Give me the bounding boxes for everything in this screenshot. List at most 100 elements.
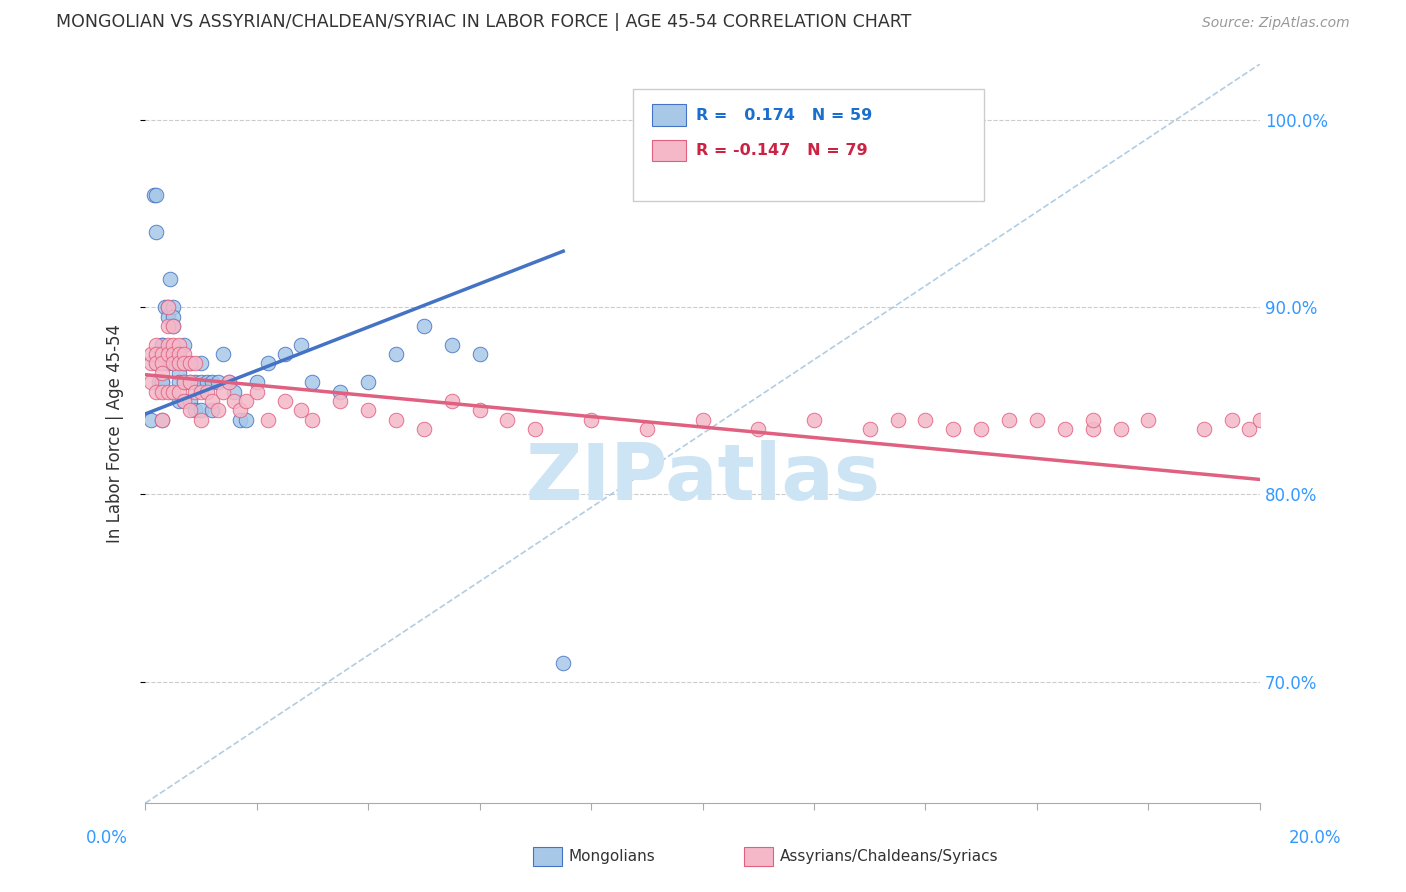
Point (145, 356, 167, 370)
Point (184, 356, 207, 370)
Point (139, 412, 162, 426)
Point (145, 356, 167, 370)
Point (747, 422, 769, 436)
Point (184, 375, 207, 389)
Point (201, 393, 224, 408)
Text: Mongolians: Mongolians (568, 849, 655, 864)
Point (579, 412, 602, 426)
Point (173, 337, 195, 351)
Point (385, 412, 408, 426)
Point (1237, 422, 1260, 436)
Point (150, 384, 173, 399)
Point (145, 347, 167, 361)
Point (150, 337, 173, 351)
Point (224, 384, 246, 399)
Point (190, 403, 212, 417)
Point (190, 356, 212, 370)
Point (229, 403, 252, 417)
Point (173, 347, 195, 361)
Point (195, 384, 218, 399)
Point (162, 301, 184, 315)
Text: Source: ZipAtlas.com: Source: ZipAtlas.com (1202, 16, 1350, 29)
Point (553, 656, 575, 670)
Point (357, 403, 380, 417)
Text: R = -0.147   N = 79: R = -0.147 N = 79 (696, 144, 868, 158)
Point (173, 393, 195, 408)
Point (224, 393, 246, 408)
Point (468, 403, 491, 417)
Point (212, 384, 235, 399)
Point (173, 393, 195, 408)
Point (184, 403, 207, 417)
Point (1081, 422, 1104, 436)
Point (156, 337, 179, 351)
Point (1192, 422, 1215, 436)
Point (440, 337, 463, 351)
Point (190, 412, 212, 426)
Point (145, 384, 167, 399)
Point (301, 375, 323, 389)
Point (273, 393, 295, 408)
Point (179, 393, 201, 408)
Point (440, 393, 463, 408)
Point (179, 356, 201, 370)
Point (156, 356, 179, 370)
Point (636, 422, 658, 436)
Point (496, 412, 519, 426)
Point (290, 403, 312, 417)
Point (156, 301, 179, 315)
Point (167, 347, 190, 361)
Point (173, 356, 195, 370)
Point (301, 412, 323, 426)
Point (150, 366, 173, 380)
Point (942, 422, 965, 436)
Point (229, 412, 252, 426)
Point (329, 393, 352, 408)
Point (167, 356, 190, 370)
Point (159, 272, 181, 286)
Point (273, 347, 295, 361)
Point (150, 412, 173, 426)
Y-axis label: In Labor Force | Age 45-54: In Labor Force | Age 45-54 (107, 324, 124, 543)
Point (803, 412, 825, 426)
Point (1081, 412, 1104, 426)
Point (162, 337, 184, 351)
Text: ZIPatlas: ZIPatlas (524, 440, 880, 516)
Point (162, 356, 184, 370)
Point (156, 318, 179, 333)
Point (246, 384, 269, 399)
Point (218, 375, 240, 389)
Point (156, 347, 179, 361)
Point (195, 375, 218, 389)
Point (218, 375, 240, 389)
Point (1053, 422, 1076, 436)
Point (156, 301, 179, 315)
Point (173, 356, 195, 370)
Point (256, 356, 278, 370)
Point (142, 188, 165, 202)
Text: Assyrians/Chaldeans/Syriacs: Assyrians/Chaldeans/Syriacs (780, 849, 998, 864)
Point (290, 337, 312, 351)
Point (162, 384, 184, 399)
Point (173, 375, 195, 389)
Point (167, 393, 190, 408)
Point (167, 384, 190, 399)
Point (139, 347, 162, 361)
Point (156, 356, 179, 370)
Point (148, 375, 170, 389)
Point (357, 375, 380, 389)
Point (150, 375, 173, 389)
Point (150, 347, 173, 361)
Point (692, 412, 714, 426)
Point (150, 337, 173, 351)
Point (207, 403, 229, 417)
Point (256, 412, 278, 426)
Point (190, 384, 212, 399)
Point (150, 356, 173, 370)
Point (167, 356, 190, 370)
Point (145, 188, 167, 202)
Point (246, 375, 269, 389)
Point (190, 375, 212, 389)
Point (970, 422, 993, 436)
Point (212, 347, 235, 361)
